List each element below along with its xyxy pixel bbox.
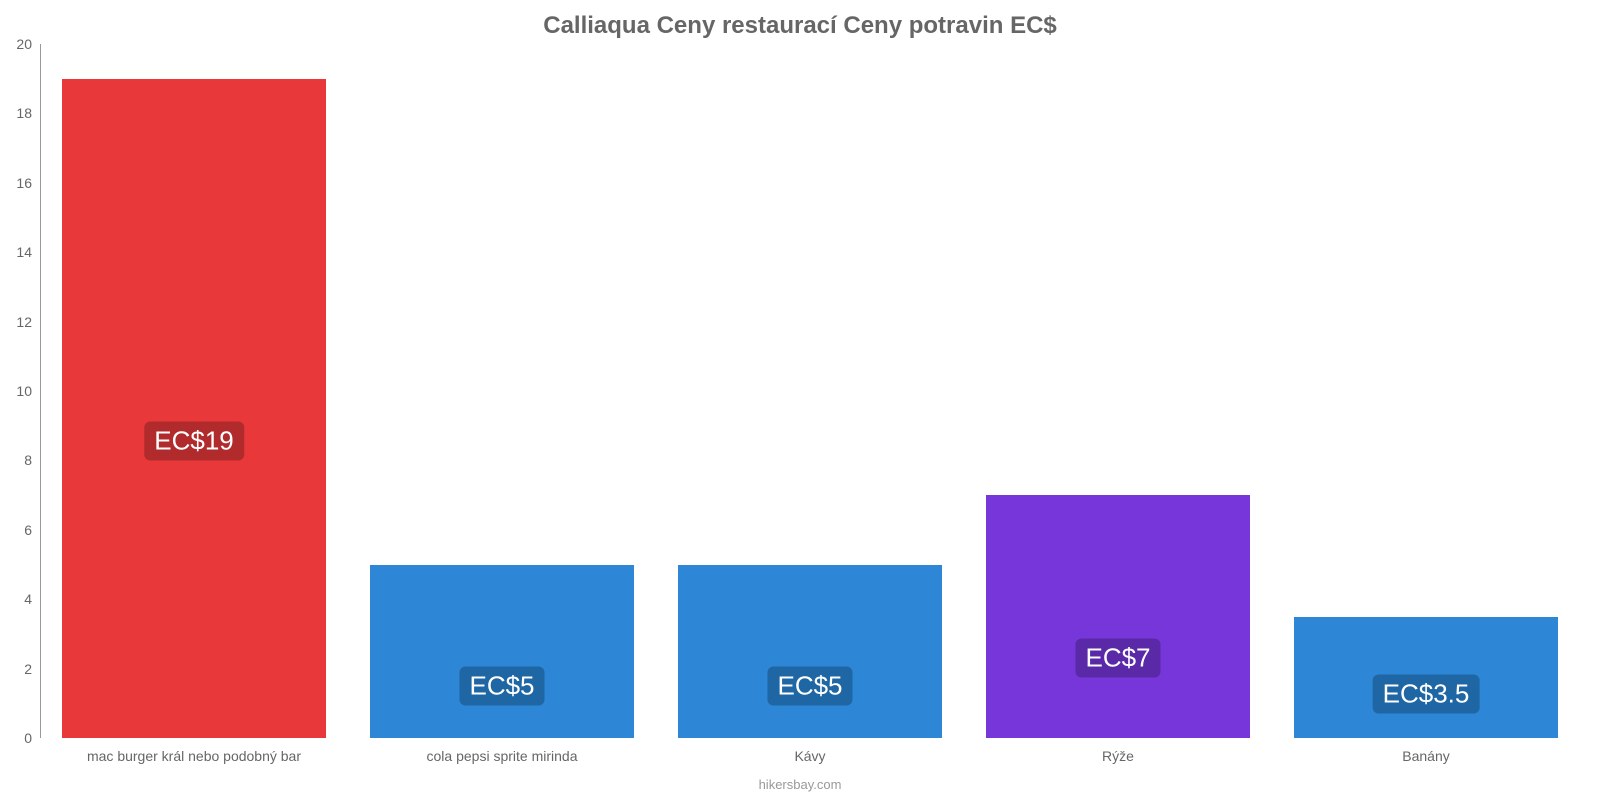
- y-tick-label: 10: [16, 383, 40, 399]
- y-tick-label: 12: [16, 314, 40, 330]
- y-tick-label: 18: [16, 105, 40, 121]
- chart-title: Calliaqua Ceny restaurací Ceny potravin …: [0, 12, 1600, 40]
- y-axis-line: [40, 44, 41, 738]
- y-tick-label: 20: [16, 36, 40, 52]
- bar-value-label: EC$5: [459, 666, 544, 705]
- y-tick-label: 6: [24, 522, 40, 538]
- y-tick-label: 8: [24, 452, 40, 468]
- y-tick-label: 2: [24, 661, 40, 677]
- chart-plot-area: 02468101214161820EC$19mac burger král ne…: [40, 44, 1580, 738]
- x-category-label: mac burger král nebo podobný bar: [87, 738, 301, 764]
- y-tick-label: 16: [16, 175, 40, 191]
- y-tick-label: 14: [16, 244, 40, 260]
- bar-value-label: EC$5: [767, 666, 852, 705]
- x-category-label: Banány: [1402, 738, 1449, 764]
- bar: [986, 495, 1251, 738]
- x-category-label: cola pepsi sprite mirinda: [427, 738, 578, 764]
- bar-value-label: EC$19: [144, 422, 244, 461]
- y-tick-label: 4: [24, 591, 40, 607]
- x-category-label: Rýže: [1102, 738, 1134, 764]
- bar: [678, 565, 943, 739]
- bar-value-label: EC$7: [1075, 638, 1160, 677]
- y-tick-label: 0: [24, 730, 40, 746]
- bar-value-label: EC$3.5: [1373, 675, 1480, 714]
- chart-source: hikersbay.com: [0, 777, 1600, 792]
- bar: [62, 79, 327, 738]
- x-category-label: Kávy: [794, 738, 825, 764]
- bar: [370, 565, 635, 739]
